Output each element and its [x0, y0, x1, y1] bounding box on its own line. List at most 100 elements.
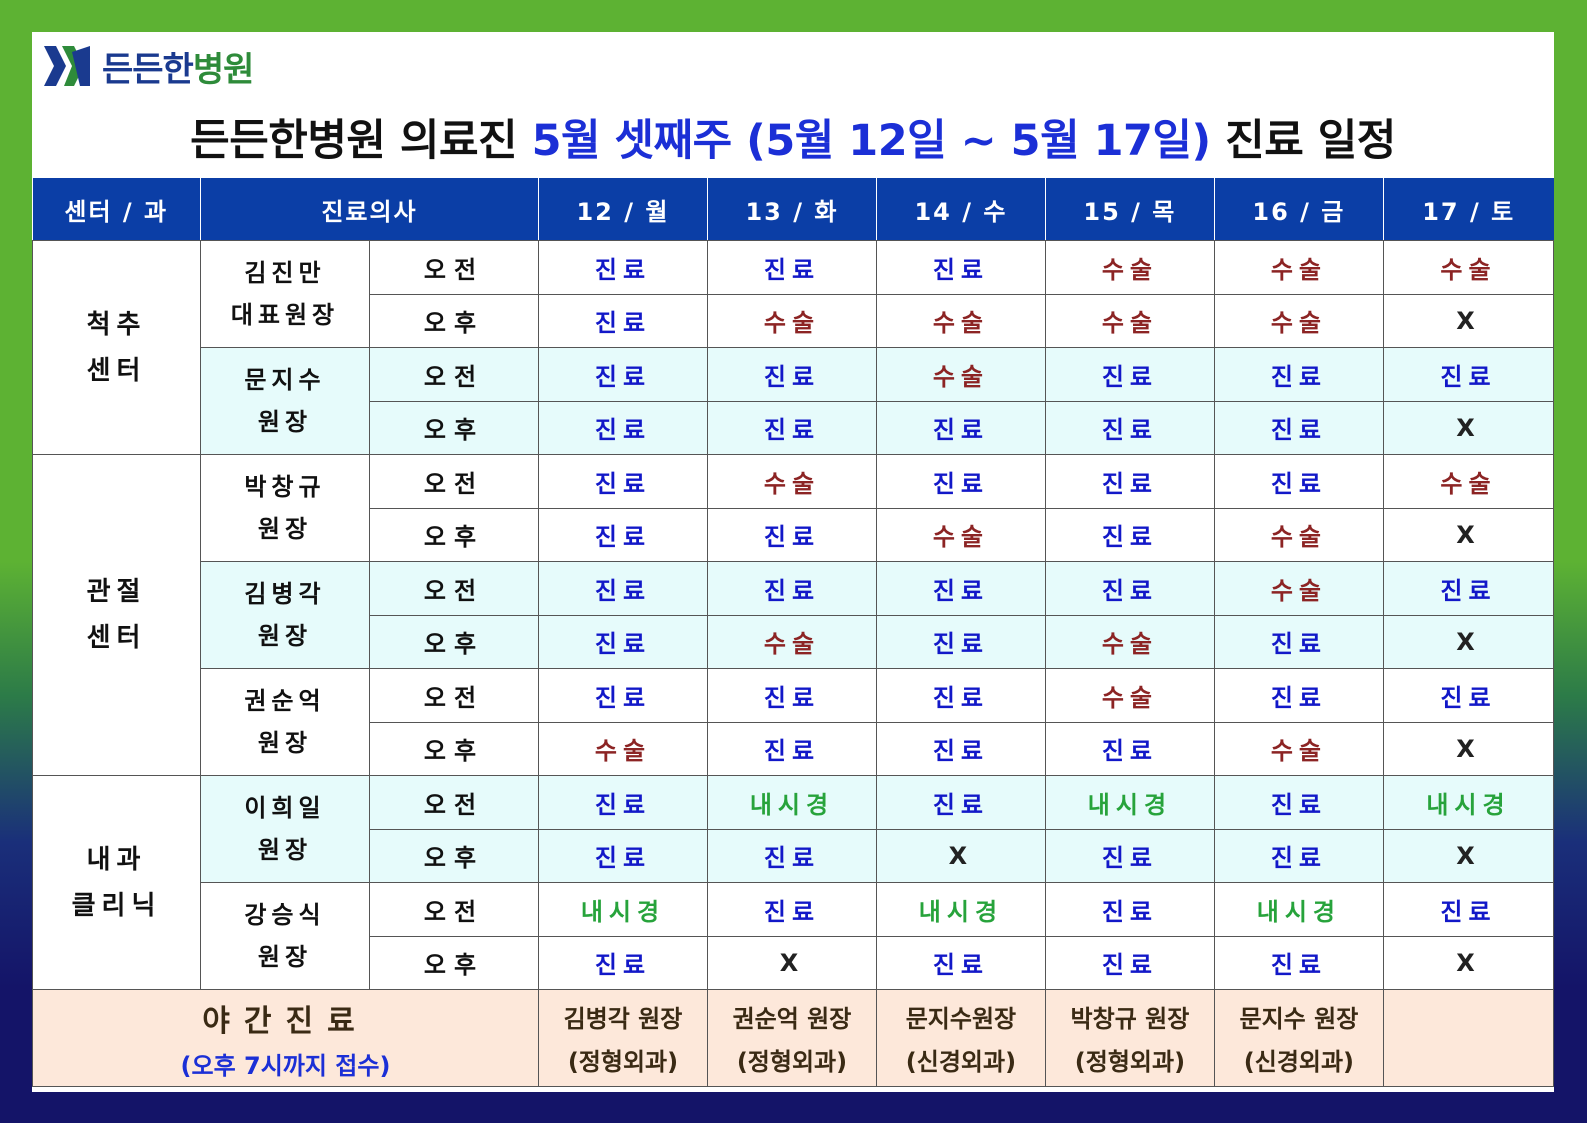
schedule-cell: 진료 [706, 347, 877, 402]
am-label: 오전 [368, 561, 539, 616]
header-doctor: 진료의사 [200, 178, 539, 241]
pm-label: 오후 [368, 935, 539, 990]
schedule-cell: 진료 [1382, 347, 1555, 402]
schedule-cell: 진료 [1213, 935, 1384, 990]
schedule-cell: X [1382, 400, 1555, 455]
center-name: 관절 센터 [32, 454, 201, 776]
schedule-cell: 진료 [875, 721, 1046, 776]
pm-label: 오후 [368, 614, 539, 669]
doctor-name: 강승식 원장 [199, 882, 370, 990]
schedule-cell: X [1382, 828, 1555, 883]
schedule-cell: 진료 [1382, 882, 1555, 937]
header-day: 12 / 월 [538, 178, 708, 241]
pm-label: 오후 [368, 828, 539, 883]
schedule-cell: 진료 [1044, 882, 1215, 937]
schedule-cell: X [706, 935, 877, 990]
doctor-name: 김진만 대표원장 [199, 240, 370, 348]
schedule-row: 관절 센터 박창규 원장 오전 진료 수술 진료 진료 진료 수술 [32, 454, 1555, 776]
schedule-row: 강승식 원장 오전 내시경 진료 내시경 진료 내시경 진료 [33, 882, 1555, 990]
schedule-cell: 진료 [1044, 400, 1215, 455]
header-center: 센터 / 과 [32, 178, 201, 241]
schedule-cell: 내시경 [1044, 775, 1215, 830]
schedule-row: 오후 진료 진료 수술 진료 수술 X [33, 507, 1555, 562]
schedule-cell: 진료 [875, 400, 1046, 455]
pm-label: 오후 [368, 293, 539, 348]
schedule-cell: 진료 [537, 828, 708, 883]
schedule-cell: X [1382, 507, 1555, 562]
doctor-name: 박창규 원장 [199, 454, 370, 562]
schedule-cell: 내시경 [875, 882, 1046, 937]
doctor-name: 이희일 원장 [199, 775, 370, 883]
pm-label: 오후 [368, 507, 539, 562]
schedule-cell: 진료 [875, 454, 1046, 509]
schedule-cell: 진료 [537, 668, 708, 723]
night-clinic-row: 야간진료 (오후 7시까지 접수) 김병각 원장 (정형외과) 권순억 원장 (정형외과)… [32, 989, 1555, 1087]
schedule-cell: 진료 [706, 828, 877, 883]
night-doctor: 박창규 원장 (정형외과) [1044, 989, 1215, 1087]
schedule-cell: 진료 [1044, 347, 1215, 402]
schedule-cell: 진료 [537, 561, 708, 616]
schedule-cell: 진료 [875, 240, 1046, 295]
header-day: 14 / 수 [876, 178, 1046, 241]
schedule-row: 오후 진료 수술 진료 수술 진료 X [33, 614, 1555, 669]
schedule-row: 오후 진료 수술 수술 수술 수술 X [33, 293, 1555, 348]
schedule-cell: 진료 [537, 614, 708, 669]
schedule-cell: 내시경 [1382, 775, 1555, 830]
schedule-cell: 진료 [537, 775, 708, 830]
am-label: 오전 [368, 668, 539, 723]
pm-label: 오후 [368, 400, 539, 455]
header-day: 13 / 화 [707, 178, 877, 241]
header-row: 센터 / 과 진료의사 12 / 월 13 / 화 14 / 수 15 / 목 … [32, 178, 1554, 241]
schedule-cell: X [875, 828, 1046, 883]
schedule-cell: 진료 [1044, 828, 1215, 883]
night-doctor [1382, 989, 1555, 1087]
header-day: 16 / 금 [1214, 178, 1384, 241]
header-day: 15 / 목 [1045, 178, 1215, 241]
schedule-cell: 수술 [1213, 240, 1384, 295]
schedule-cell: 수술 [1213, 561, 1384, 616]
schedule-cell: 진료 [706, 400, 877, 455]
logo-icon [44, 46, 90, 86]
schedule-cell: 진료 [1213, 775, 1384, 830]
schedule-cell: 진료 [1044, 935, 1215, 990]
schedule-cell: 수술 [706, 614, 877, 669]
am-label: 오전 [368, 454, 539, 509]
pm-label: 오후 [368, 721, 539, 776]
schedule-row: 문지수 원장 오전 진료 진료 수술 진료 진료 진료 [33, 347, 1555, 455]
schedule-cell: 진료 [875, 614, 1046, 669]
schedule-cell: 수술 [706, 454, 877, 509]
schedule-table: 센터 / 과 진료의사 12 / 월 13 / 화 14 / 수 15 / 목 … [32, 178, 1555, 1087]
night-doctor: 문지수 원장 (신경외과) [1213, 989, 1384, 1087]
schedule-cell: 진료 [1213, 828, 1384, 883]
schedule-cell: 진료 [537, 293, 708, 348]
night-clinic-label: 야간진료 (오후 7시까지 접수) [32, 989, 539, 1087]
schedule-cell: 수술 [875, 293, 1046, 348]
schedule-cell: 수술 [875, 347, 1046, 402]
logo-text: 든든한병원 [102, 49, 254, 90]
schedule-row: 오후 진료 진료 X 진료 진료 X [33, 828, 1555, 883]
schedule-cell: 진료 [875, 935, 1046, 990]
schedule-cell: 내시경 [1213, 882, 1384, 937]
schedule-cell: 진료 [1044, 721, 1215, 776]
night-doctor: 김병각 원장 (정형외과) [537, 989, 708, 1087]
schedule-row: 김병각 원장 오전 진료 진료 진료 진료 수술 진료 [33, 561, 1555, 669]
schedule-row: 오후 진료 X 진료 진료 진료 X [33, 935, 1555, 990]
schedule-cell: 진료 [706, 668, 877, 723]
schedule-cell: 수술 [1044, 614, 1215, 669]
schedule-cell: 진료 [1213, 400, 1384, 455]
center-name: 내과 클리닉 [32, 775, 201, 990]
schedule-cell: 진료 [706, 561, 877, 616]
doctor-name: 권순억 원장 [199, 668, 370, 776]
schedule-cell: 수술 [1044, 293, 1215, 348]
schedule-cell: 수술 [1213, 507, 1384, 562]
schedule-cell: 내시경 [706, 775, 877, 830]
schedule-cell: X [1382, 614, 1555, 669]
schedule-cell: 진료 [1213, 347, 1384, 402]
schedule-cell: X [1382, 721, 1555, 776]
schedule-cell: 진료 [537, 935, 708, 990]
night-doctor: 권순억 원장 (정형외과) [706, 989, 877, 1087]
schedule-cell: X [1382, 293, 1555, 348]
am-label: 오전 [368, 240, 539, 295]
schedule-cell: 진료 [1044, 454, 1215, 509]
am-label: 오전 [368, 775, 539, 830]
